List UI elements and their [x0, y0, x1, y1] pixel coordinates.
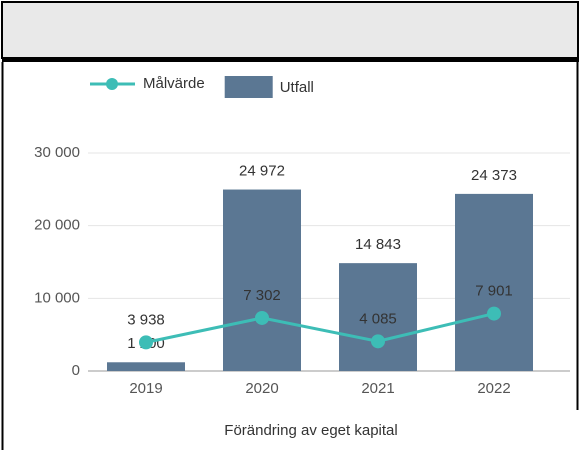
bar — [455, 193, 533, 371]
bar-value-label: 24 373 — [471, 167, 517, 184]
line-value-label: 7 901 — [475, 283, 513, 300]
x-tick-label: 2019 — [129, 380, 162, 397]
legend-label: Utfall — [280, 79, 314, 96]
y-tick-label: 30 000 — [34, 144, 80, 161]
bar-value-label: 24 972 — [239, 163, 285, 180]
y-tick-label: 10 000 — [34, 289, 80, 306]
line-value-label: 7 302 — [243, 287, 281, 304]
bar — [107, 362, 185, 371]
line-point — [139, 335, 153, 350]
x-tick-label: 2020 — [245, 380, 278, 397]
bar — [223, 189, 301, 371]
bar-value-label: 14 843 — [355, 236, 401, 253]
bar — [339, 263, 417, 371]
y-tick-label: 20 000 — [34, 217, 80, 234]
header-bar — [1, 1, 579, 59]
x-axis-title: Förändring av eget kapital — [224, 422, 397, 439]
header-border — [2, 57, 579, 62]
line-value-label: 3 938 — [127, 311, 165, 328]
y-tick-label: 0 — [72, 362, 80, 379]
x-tick-label: 2022 — [477, 380, 510, 397]
legend-swatch-dot — [106, 78, 118, 90]
line-point — [487, 306, 501, 321]
x-tick-label: 2021 — [361, 380, 394, 397]
line-point — [371, 334, 385, 349]
line-point — [255, 310, 269, 325]
line-value-label: 4 085 — [359, 310, 397, 327]
legend-swatch-rect — [224, 76, 273, 98]
legend-label: Målvärde — [143, 75, 205, 92]
line — [145, 312, 495, 344]
